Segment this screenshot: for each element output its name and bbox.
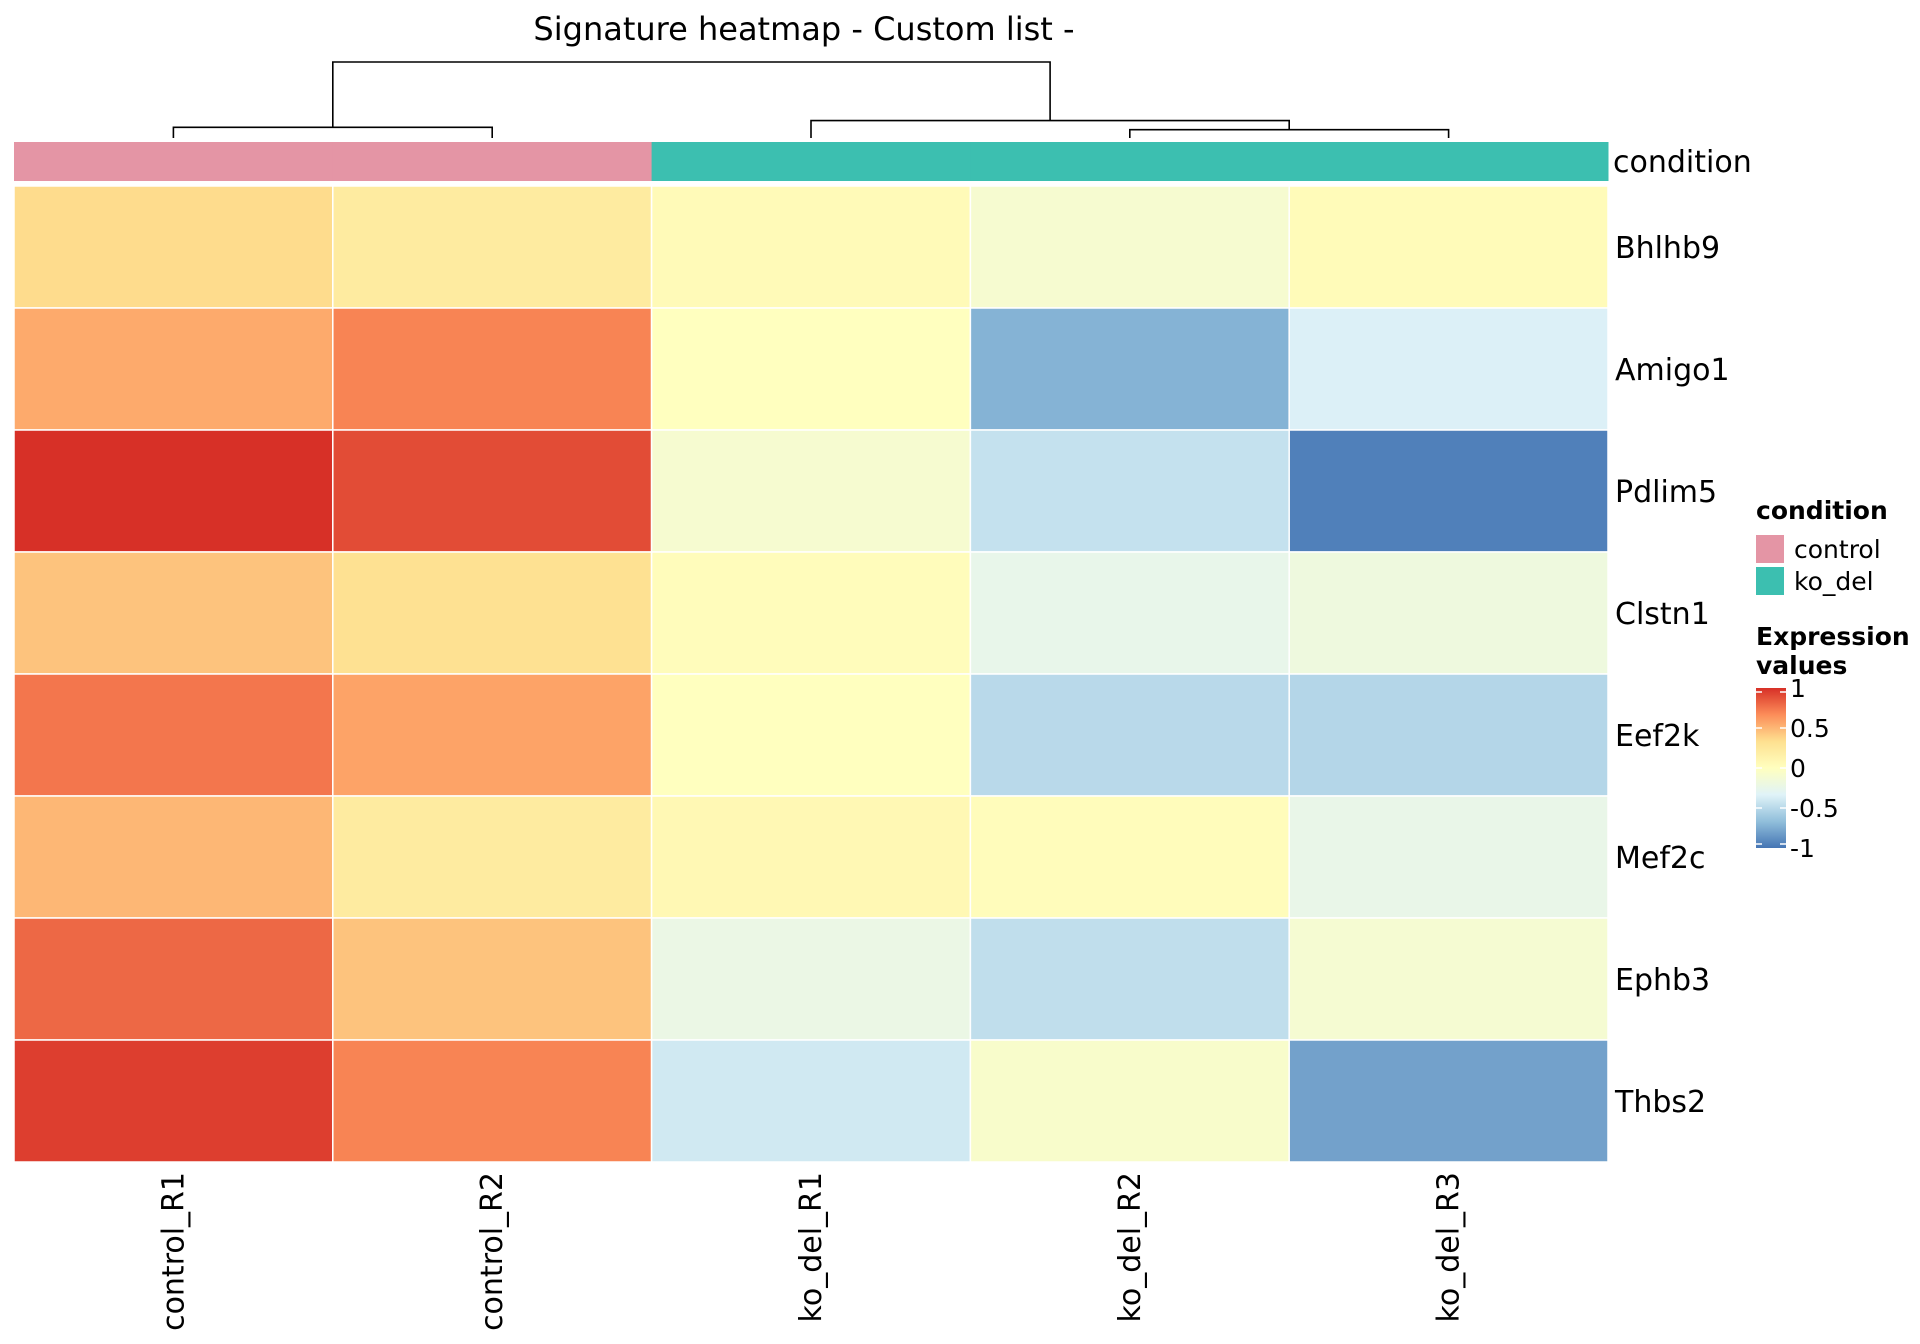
condition-annotation-bar	[14, 142, 1609, 181]
heatmap-cell	[13, 429, 334, 553]
gene-label: Eef2k	[1615, 719, 1700, 754]
heatmap-cell	[969, 307, 1290, 431]
heatmap-cell	[13, 795, 334, 919]
sample-label: ko_del_R3	[1432, 1172, 1467, 1322]
heatmap-cell	[650, 1039, 972, 1163]
condition-legend-title: condition	[1756, 496, 1888, 525]
heatmap-cell	[969, 917, 1290, 1041]
sample-label: control_R1	[156, 1172, 191, 1331]
condition-legend: condition control ko_del	[1756, 496, 1888, 596]
heatmap-cell	[1288, 917, 1609, 1041]
heatmap-cell	[1288, 673, 1609, 797]
heatmap-cell	[13, 1039, 334, 1163]
heatmap-cell	[969, 551, 1290, 675]
annotation-cell	[651, 142, 971, 181]
heatmap-cell	[13, 307, 334, 431]
heatmap-cell	[332, 673, 653, 797]
column-dendrogram	[172, 61, 1450, 138]
sample-label: ko_del_R2	[1113, 1172, 1148, 1322]
heatmap-cell	[969, 1039, 1290, 1163]
expression-legend-title-line2: values	[1756, 651, 1847, 680]
heatmap-cell	[13, 185, 334, 309]
heatmap-cell	[650, 429, 972, 553]
heatmap-cell	[650, 185, 972, 309]
gene-label: Ephb3	[1615, 963, 1710, 998]
heatmap-cell	[1288, 429, 1609, 553]
gene-label: Amigo1	[1615, 353, 1730, 388]
legend-label-control: control	[1794, 535, 1881, 564]
heatmap-cell	[13, 551, 334, 675]
heatmap-cell	[969, 673, 1290, 797]
heatmap-cell	[332, 917, 653, 1041]
annotation-cell	[332, 142, 653, 181]
heatmap-cell	[332, 185, 653, 309]
gene-labels: Bhlhb9 Amigo1 Pdlim5 Clstn1 Eef2k Mef2c Ephb3 T…	[1614, 231, 1730, 1120]
sample-label: control_R2	[475, 1172, 510, 1331]
heatmap-cells	[13, 185, 1609, 1163]
sample-labels: control_R1 control_R2 ko_del_R1 ko_del_R2 ko…	[156, 1172, 1466, 1331]
gene-label: Bhlhb9	[1615, 231, 1720, 266]
heatmap-cell	[969, 429, 1290, 553]
legend-swatch-ko_del	[1756, 567, 1784, 595]
heatmap-cell	[332, 1039, 653, 1163]
dendrogram-link	[332, 61, 1051, 128]
annotation-cell	[970, 142, 1290, 181]
gene-label: Pdlim5	[1615, 475, 1717, 510]
heatmap-cell	[650, 795, 972, 919]
gene-label: Mef2c	[1615, 841, 1705, 876]
heatmap-cell	[969, 185, 1290, 309]
dendrogram-link	[1129, 128, 1450, 138]
heatmap-cell	[332, 551, 653, 675]
sample-label: ko_del_R1	[794, 1172, 829, 1322]
heatmap-cell	[650, 307, 972, 431]
heatmap-cell	[1288, 307, 1609, 431]
legend-label-ko_del: ko_del	[1794, 567, 1874, 596]
scale-tick-label: -0.5	[1790, 794, 1839, 823]
heatmap-cell	[13, 673, 334, 797]
scale-tick-label: -1	[1790, 834, 1815, 863]
heatmap-cell	[1288, 795, 1609, 919]
heatmap-cell	[650, 551, 972, 675]
annotation-label: condition	[1613, 145, 1752, 180]
heatmap-cell	[332, 307, 653, 431]
annotation-cell	[14, 142, 334, 181]
heatmap-cell	[1288, 1039, 1609, 1163]
dendrogram-link	[172, 126, 493, 138]
heatmap-cell	[13, 917, 334, 1041]
heatmap-cell	[969, 795, 1290, 919]
scale-tick-label: 0.5	[1790, 714, 1830, 743]
expression-legend-title-line1: Expression	[1756, 622, 1910, 651]
legend-swatch-control	[1756, 535, 1784, 563]
heatmap-cell	[650, 917, 972, 1041]
chart-title: Signature heatmap - Custom list -	[533, 10, 1074, 48]
scale-tick-label: 1	[1790, 674, 1806, 703]
gene-label: Thbs2	[1614, 1085, 1706, 1120]
gene-label: Clstn1	[1615, 597, 1710, 632]
scale-tick-label: 0	[1790, 754, 1806, 783]
heatmap-cell	[332, 429, 653, 553]
heatmap-cell	[1288, 185, 1609, 309]
expression-color-legend: Expression values 1 0.5 0 -0.5 -1	[1756, 622, 1910, 863]
heatmap-cell	[1288, 551, 1609, 675]
heatmap-cell	[332, 795, 653, 919]
annotation-cell	[1289, 142, 1609, 181]
heatmap-cell	[650, 673, 972, 797]
